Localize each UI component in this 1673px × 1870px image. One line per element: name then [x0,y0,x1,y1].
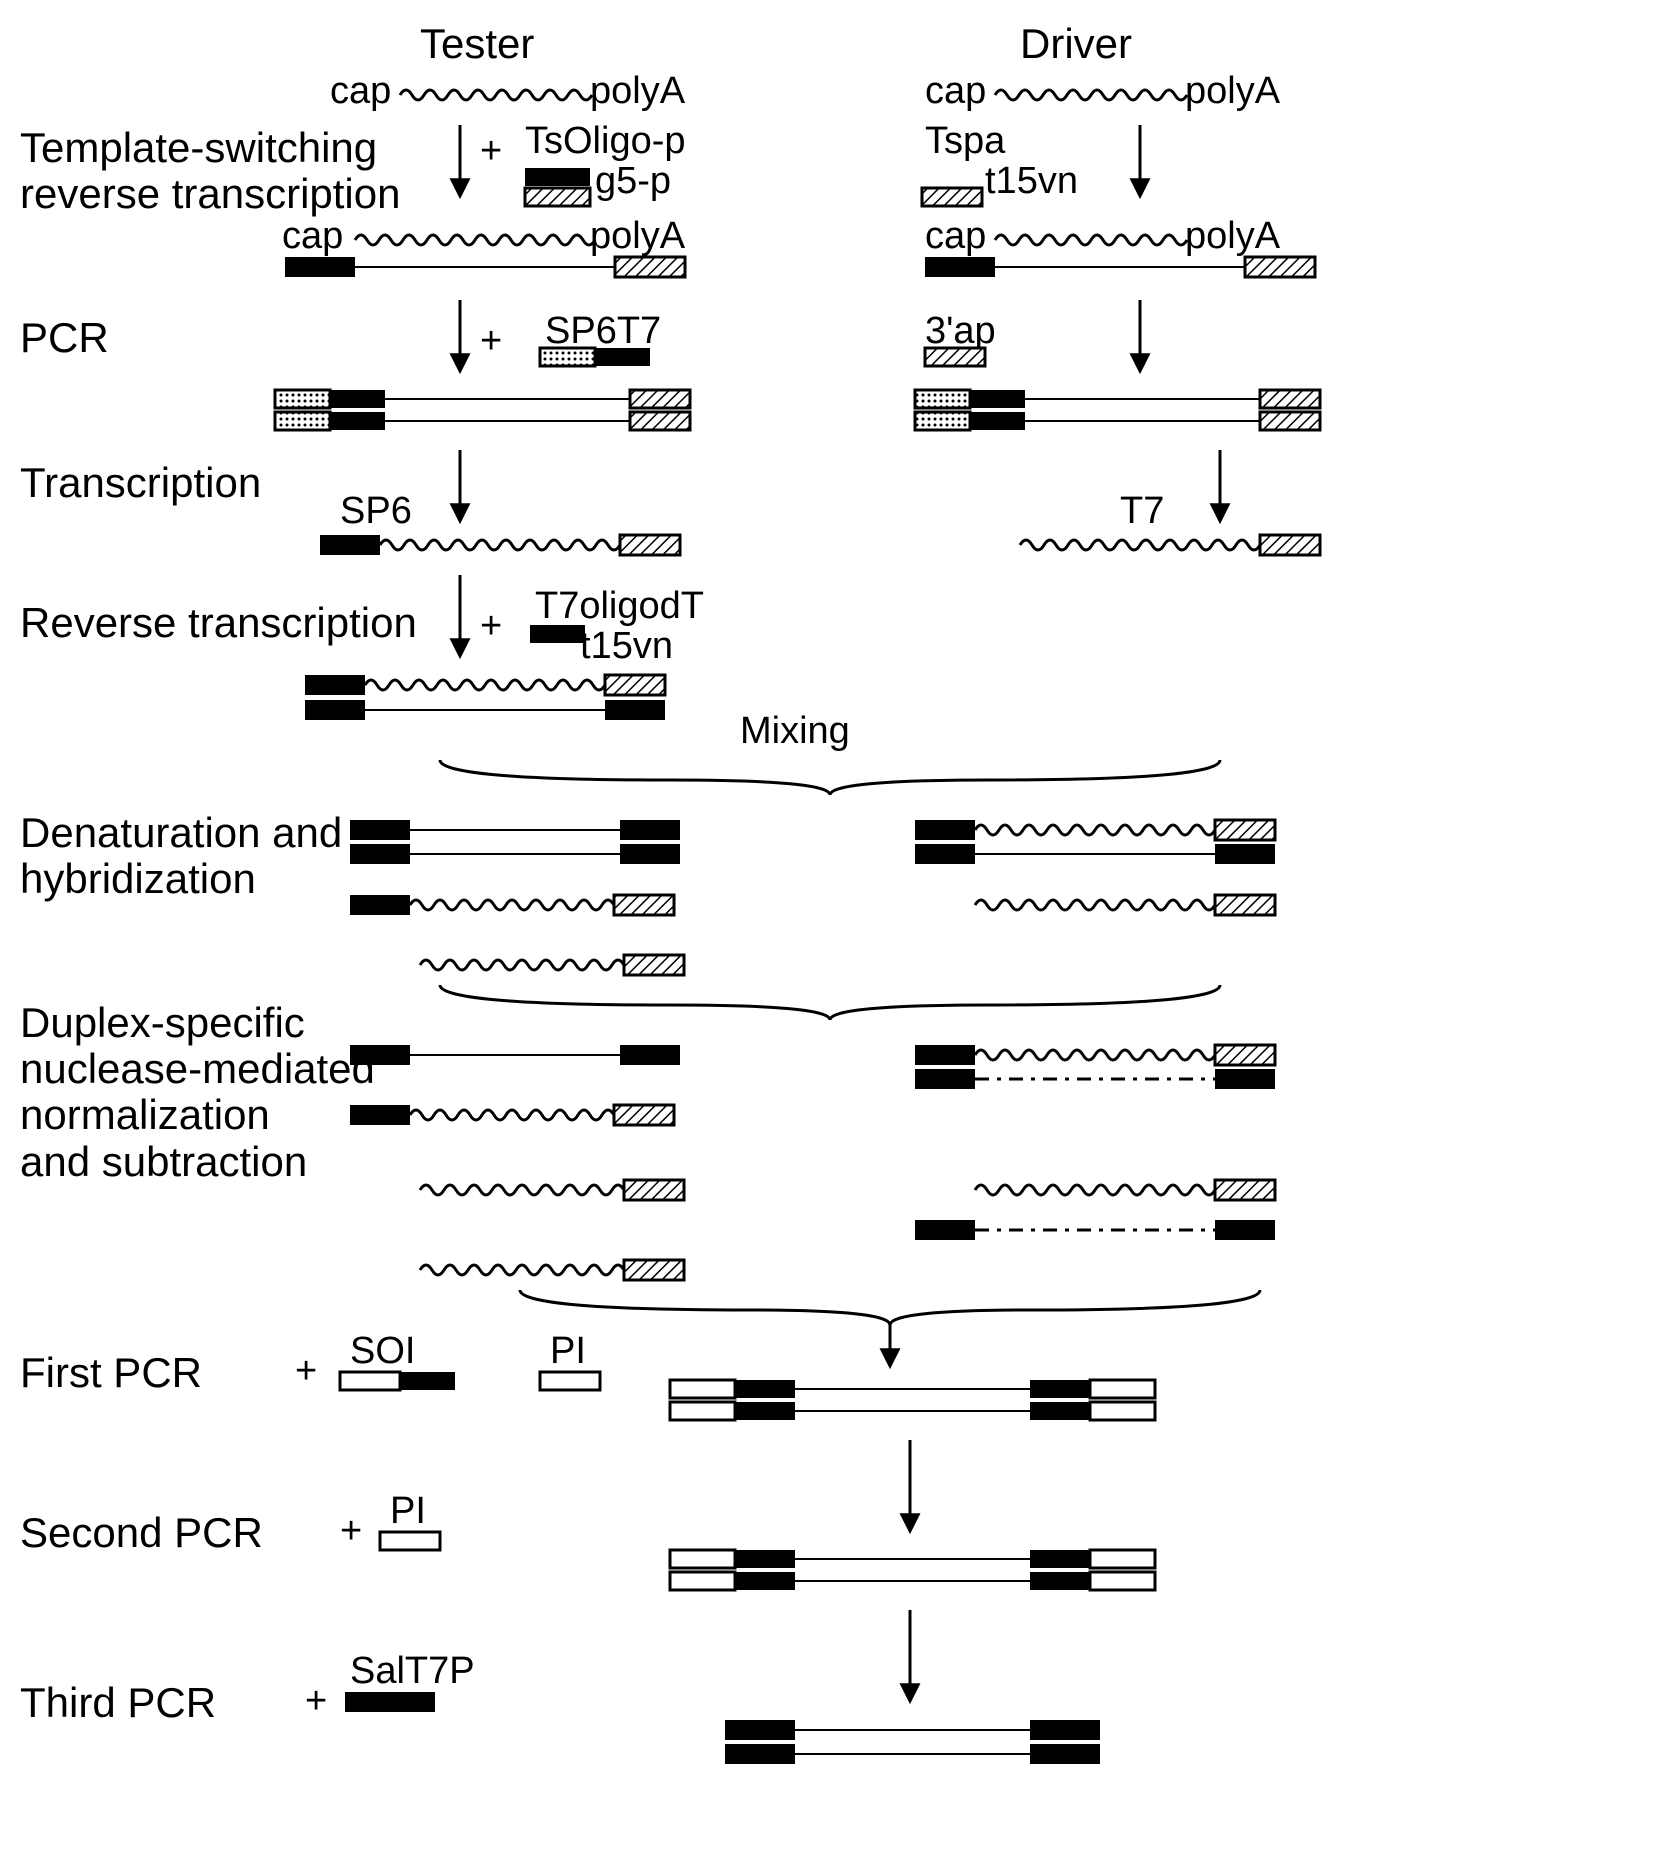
step-dsn-label: Duplex-specific nuclease-mediated normal… [20,1000,375,1185]
diagram-svg [20,20,1653,1850]
third-pcr-product [725,1720,1100,1764]
g5p-label: g5-p [595,160,671,203]
soi-label: SOI [350,1330,415,1373]
t7oligodt-label: T7oligodT [535,585,704,628]
step-p2-label: Second PCR [20,1510,263,1556]
step-p3-label: Third PCR [20,1680,216,1726]
tsoligo-label: TsOligo-p [525,120,686,163]
plus-4: + [295,1350,317,1393]
cap-label-3: cap [282,215,343,258]
col-driver-label: Driver [1020,20,1132,68]
cap-label-1: cap [330,70,391,113]
polya-label-1: polyA [590,70,685,113]
sp6-label: SP6 [340,490,412,533]
diagram-root: Tester Driver Template-switching reverse… [20,20,1653,1850]
t15vn-label-2: t15vn [580,625,673,668]
mrna-driver-1 [995,90,1187,100]
step-dh-label: Denaturation and hybridization [20,810,342,902]
cap-label-2: cap [925,70,986,113]
ap3-label: 3'ap [925,310,996,353]
plus-3: + [480,605,502,648]
mixing-label: Mixing [740,710,850,753]
t7-label: T7 [1120,490,1164,533]
pi-label-2: PI [390,1490,426,1533]
step-p1-label: First PCR [20,1350,202,1396]
sp6t7-label: SP6T7 [545,310,661,353]
mixing-brace [440,760,1220,795]
pcr-product-tester [275,390,690,430]
second-pcr-product [670,1550,1155,1590]
t15vn-label-1: t15vn [985,160,1078,203]
polya-label-3: polyA [590,215,685,258]
first-pcr-product [670,1380,1155,1420]
cap-label-4: cap [925,215,986,258]
plus-2: + [480,320,502,363]
step-rtx-label: Reverse transcription [20,600,417,646]
tspa-box [922,188,982,206]
g5p-box [525,188,590,206]
polya-label-2: polyA [1185,70,1280,113]
tsoligo-box [525,168,590,186]
pi-label-1: PI [550,1330,586,1373]
step-rt-label: Template-switching reverse transcription [20,125,400,217]
pcr-product-driver [915,390,1320,430]
step-pcr-label: PCR [20,315,109,361]
polya-label-4: polyA [1185,215,1280,258]
salt7p-label: SalT7P [350,1650,475,1693]
plus-5: + [340,1510,362,1553]
col-tester-label: Tester [420,20,534,68]
plus-1: + [480,130,502,173]
tspa-label: Tspa [925,120,1005,163]
step-txn-label: Transcription [20,460,261,506]
plus-6: + [305,1680,327,1723]
mrna-tester-1 [400,90,592,100]
